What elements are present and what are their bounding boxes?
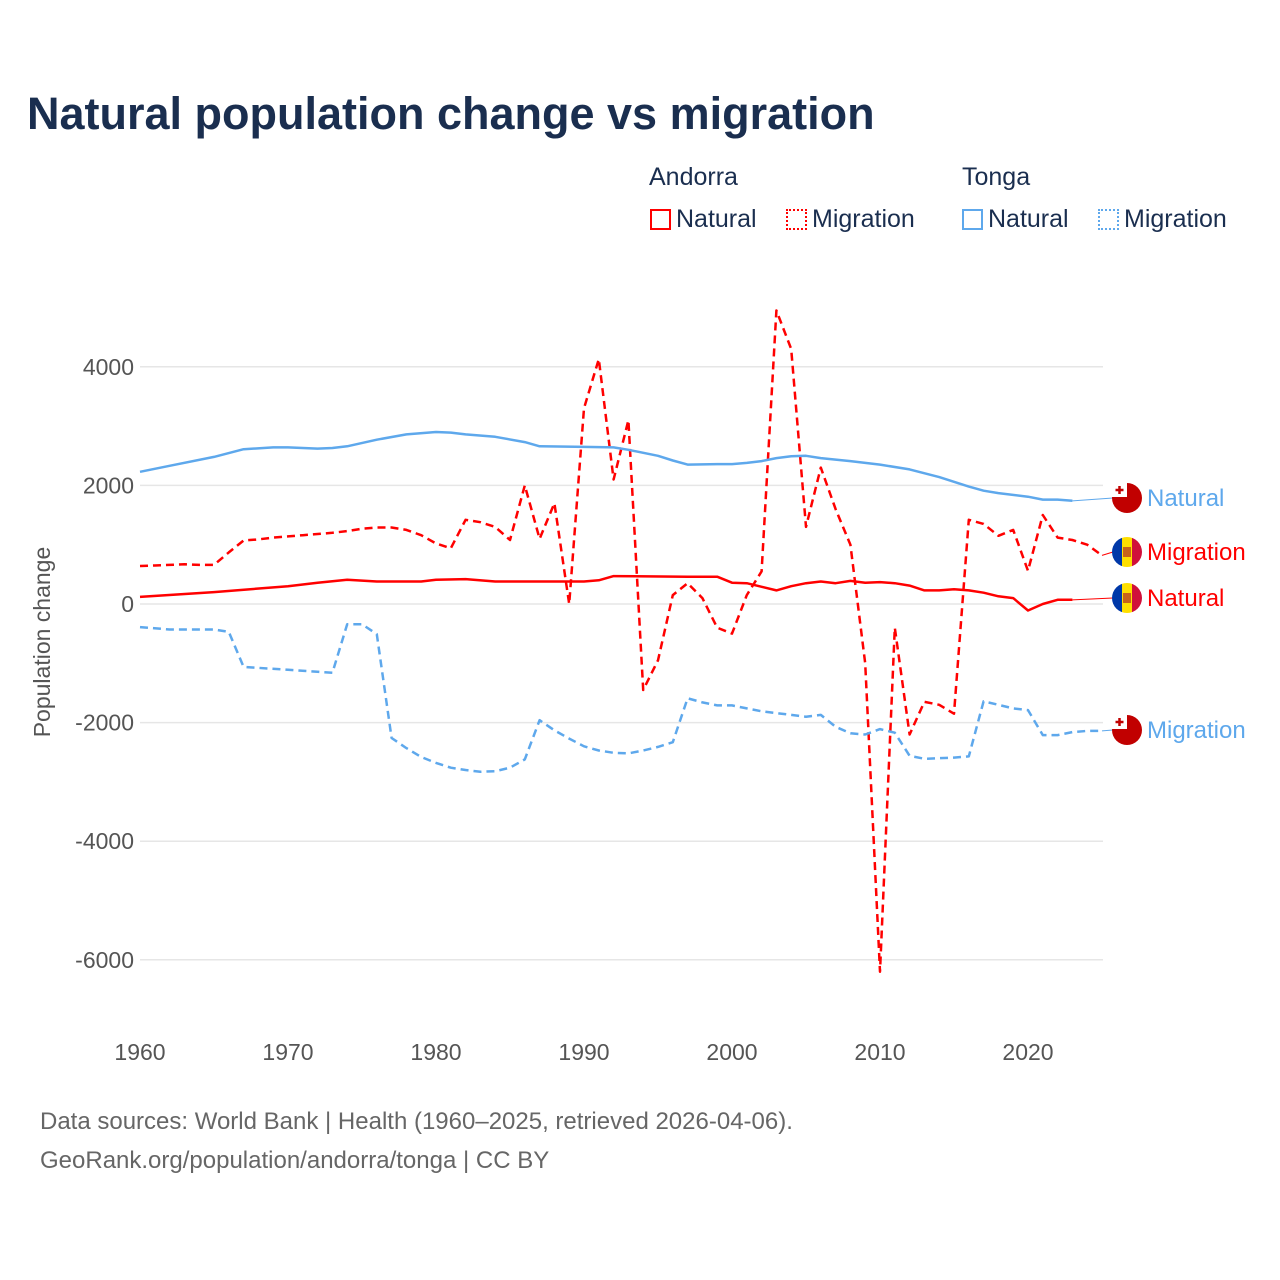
x-tick-label: 1990 (558, 1039, 609, 1065)
andorra-flag-icon (1112, 583, 1142, 613)
source-line-2[interactable]: GeoRank.org/population/andorra/tonga | C… (40, 1147, 550, 1174)
flag-cross (1115, 718, 1124, 726)
x-tick-label: 2000 (706, 1039, 757, 1065)
x-tick-label: 2020 (1002, 1039, 1053, 1065)
series-end-label: Migration (1147, 717, 1246, 744)
legend-label: Natural (676, 205, 757, 233)
flag-blue (1112, 583, 1122, 613)
legend-andorra-migration[interactable]: Migration (786, 205, 915, 234)
legend-tonga-migration[interactable]: Migration (1098, 205, 1227, 234)
series-end-label: Natural (1147, 485, 1224, 512)
dotted-swatch-icon (786, 209, 807, 230)
legend-group-tonga: Tonga (962, 163, 1031, 191)
y-tick-label: -6000 (75, 947, 134, 973)
label-connector (1072, 497, 1114, 502)
series-line-andorra-natural (139, 574, 1073, 612)
flag-coat (1123, 593, 1131, 603)
source-line-1: Data sources: World Bank | Health (1960–… (40, 1108, 793, 1135)
label-connector (1101, 729, 1114, 732)
y-tick-label: 0 (121, 591, 134, 617)
label-connector (1101, 551, 1114, 556)
flag-coat (1123, 547, 1131, 557)
y-axis-label: Population change (29, 547, 55, 738)
flag-red (1132, 583, 1142, 613)
y-tick-label: -2000 (75, 710, 134, 736)
x-tick-label: 1980 (410, 1039, 461, 1065)
tonga-flag-icon (1112, 483, 1142, 513)
flag-cross (1115, 486, 1124, 494)
series-line-tonga-natural (139, 430, 1073, 503)
chart-title: Natural population change vs migration (27, 88, 875, 139)
solid-swatch-icon (962, 209, 983, 230)
dotted-swatch-icon (1098, 209, 1119, 230)
series-end-label: Migration (1147, 539, 1246, 566)
legend-andorra-natural[interactable]: Natural (650, 205, 757, 234)
andorra-flag-icon (1112, 537, 1142, 567)
legend-label: Natural (988, 205, 1069, 233)
x-tick-label: 1970 (262, 1039, 313, 1065)
flag-blue (1112, 537, 1122, 567)
legend-tonga-natural[interactable]: Natural (962, 205, 1069, 234)
series-line-andorra-migration (139, 309, 1103, 973)
legend-label: Migration (812, 205, 915, 233)
series-end-label: Natural (1147, 585, 1224, 612)
y-tick-label: 4000 (83, 354, 134, 380)
label-connector (1072, 597, 1114, 601)
series-line-tonga-migration (139, 622, 1102, 774)
y-tick-label: 2000 (83, 472, 134, 498)
flag-red (1132, 537, 1142, 567)
legend-label: Migration (1124, 205, 1227, 233)
legend-group-andorra: Andorra (649, 163, 738, 191)
y-tick-label: -4000 (75, 828, 134, 854)
x-tick-label: 1960 (114, 1039, 165, 1065)
x-tick-label: 2010 (854, 1039, 905, 1065)
solid-swatch-icon (650, 209, 671, 230)
tonga-flag-icon (1112, 715, 1142, 745)
